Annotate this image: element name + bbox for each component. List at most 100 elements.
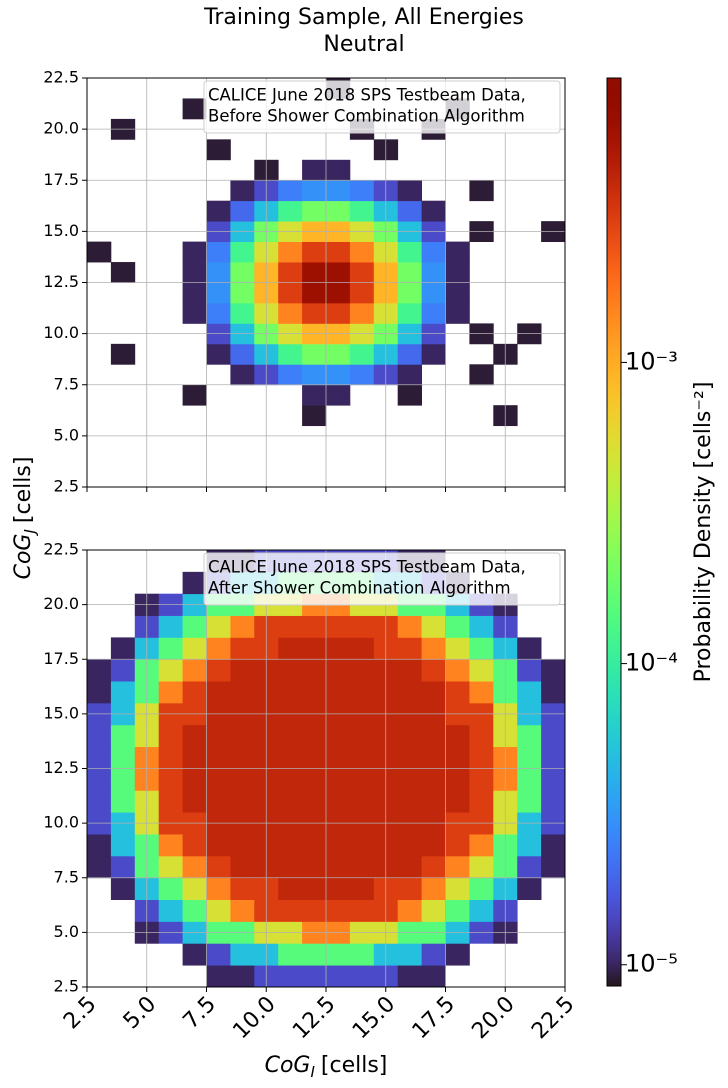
- cell: [87, 241, 112, 263]
- cell: [541, 724, 566, 748]
- label-unit: [cells]: [11, 457, 36, 523]
- cell: [326, 834, 351, 857]
- cell: [87, 681, 112, 704]
- cell: [87, 659, 112, 682]
- cell: [278, 899, 303, 922]
- cell: [326, 364, 351, 386]
- cell: [421, 790, 446, 813]
- cell: [517, 746, 542, 769]
- cell: [302, 768, 327, 791]
- cell: [469, 364, 494, 386]
- cell: [397, 943, 422, 966]
- cell: [302, 384, 327, 406]
- cell: [445, 681, 470, 704]
- cell: [349, 200, 375, 222]
- cell: [206, 200, 231, 222]
- cell: [230, 768, 255, 791]
- cell: [326, 637, 351, 660]
- cell: [206, 965, 231, 988]
- cell: [230, 200, 255, 222]
- cell: [206, 834, 231, 857]
- y-tick-label: 7.5: [54, 374, 79, 393]
- cell: [397, 282, 422, 304]
- cell: [302, 899, 327, 922]
- cell: [445, 262, 470, 283]
- cell: [206, 877, 231, 900]
- x-tick-label: 5.0: [119, 992, 161, 1034]
- cell: [326, 384, 351, 406]
- cell: [541, 681, 566, 704]
- cell: [421, 768, 446, 791]
- cell: [349, 855, 375, 879]
- cell: [445, 877, 470, 900]
- cell: [517, 877, 542, 900]
- x-tick-label: 12.5: [288, 992, 340, 1044]
- cell: [445, 943, 470, 966]
- x-axis-label: CoGI [cells]: [265, 1053, 388, 1081]
- cell: [469, 790, 494, 813]
- label-subscript: J: [21, 529, 39, 536]
- cell: [421, 262, 446, 283]
- cell: [278, 834, 303, 857]
- cell: [158, 877, 183, 900]
- cell: [158, 790, 183, 813]
- cell: [421, 877, 446, 900]
- cell: [302, 681, 327, 704]
- y-tick-label: 7.5: [54, 867, 79, 886]
- panel: 2.5 5.0 7.5 10.0 12.5 15.0 17.5 20.0 22.5 CALICE …: [43, 68, 566, 496]
- cell: [158, 855, 183, 879]
- cell: [349, 637, 375, 660]
- cell: [87, 855, 112, 879]
- cell: [182, 790, 207, 813]
- cell: [206, 282, 231, 304]
- y-tick-label: 5.0: [54, 425, 79, 444]
- cell: [302, 877, 327, 900]
- cell: [182, 943, 207, 966]
- cell: [397, 637, 422, 660]
- cell: [326, 282, 351, 304]
- cell: [87, 790, 112, 813]
- cell: [469, 855, 494, 879]
- cell: [278, 200, 303, 222]
- y-tick-label: 22.5: [43, 540, 79, 559]
- label-symbol: CoG: [265, 1053, 311, 1078]
- cell: [182, 241, 207, 263]
- cell: [158, 659, 183, 682]
- cell: [302, 241, 327, 263]
- y-tick-label: 15.0: [43, 703, 79, 722]
- cell: [182, 724, 207, 748]
- cell: [541, 768, 566, 791]
- cell: [421, 899, 446, 922]
- cell: [302, 343, 327, 365]
- cell: [421, 965, 446, 988]
- cell: [182, 834, 207, 857]
- cell: [421, 282, 446, 304]
- cell: [206, 637, 231, 660]
- cell: [445, 899, 470, 922]
- cell: [421, 834, 446, 857]
- annotation-line: CALICE June 2018 SPS Testbeam Data,: [208, 86, 526, 105]
- cell: [206, 724, 231, 748]
- cell: [517, 790, 542, 813]
- cell: [110, 681, 136, 704]
- cell: [206, 343, 231, 365]
- cell: [349, 241, 375, 263]
- cell: [421, 724, 446, 748]
- cell: [278, 262, 303, 283]
- x-tick-label: 2.5: [59, 992, 101, 1034]
- cell: [302, 637, 327, 660]
- cell: [517, 681, 542, 704]
- cell: [349, 834, 375, 857]
- cell: [110, 262, 136, 283]
- y-tick-label: 17.5: [43, 170, 79, 189]
- cell: [326, 159, 351, 181]
- cell: [206, 302, 231, 324]
- label-subscript: I: [310, 1063, 315, 1081]
- cell: [349, 681, 375, 704]
- cell: [230, 637, 255, 660]
- cell: [206, 241, 231, 263]
- cell: [326, 241, 351, 263]
- cell: [349, 943, 375, 966]
- cell: [326, 302, 351, 324]
- cell: [445, 855, 470, 879]
